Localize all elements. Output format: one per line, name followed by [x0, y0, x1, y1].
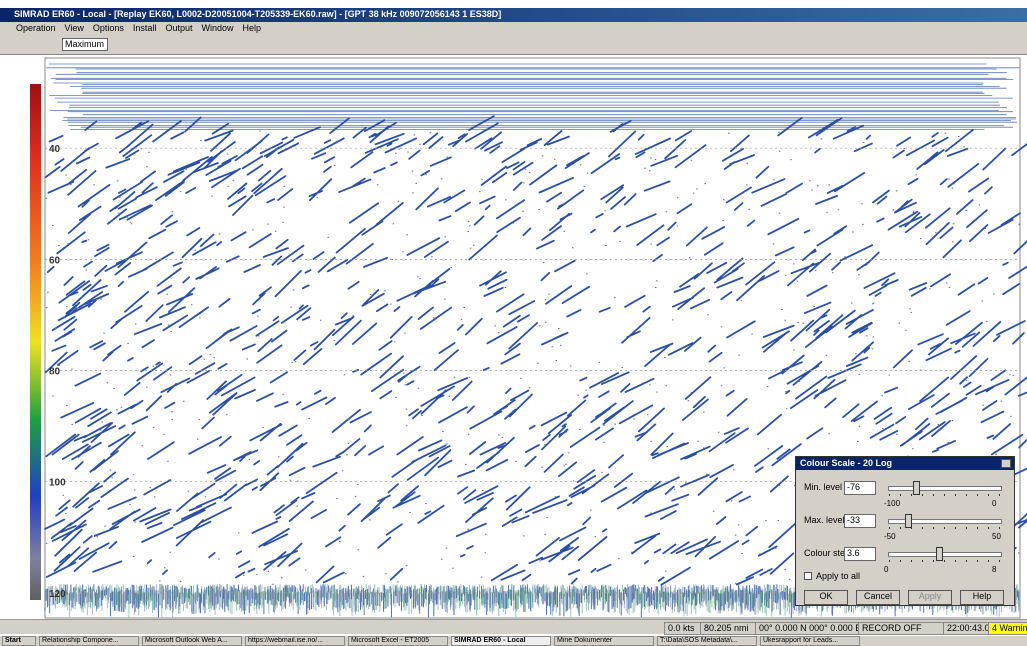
slider-tick [977, 527, 978, 529]
fish-tracks [44, 115, 1027, 586]
status-field: 00° 0.000 N 000° 0.000 E [755, 622, 864, 635]
slider-tick [922, 560, 923, 562]
dialog-button[interactable]: Cancel [856, 590, 900, 605]
checkbox-label: Apply to all [816, 571, 861, 581]
slider-tick [900, 560, 901, 562]
dialog-button[interactable]: Help [960, 590, 1004, 605]
slider-tick [966, 560, 967, 562]
taskbar-item[interactable]: SIMRAD ER60 - Local [451, 636, 551, 646]
slider-thumb[interactable] [905, 514, 913, 528]
slider-tick [999, 527, 1000, 529]
slider-track [888, 552, 1002, 557]
slider-tick [933, 494, 934, 496]
slider-tick [988, 494, 989, 496]
taskbar-item[interactable]: Microsoft Excel - ET2005 [348, 636, 448, 646]
colour-bar [30, 84, 41, 600]
dialog-title: Colour Scale - 20 Log [796, 457, 1014, 470]
slider-tick [977, 494, 978, 496]
status-field: 4 Warnings [988, 622, 1027, 635]
slider-tick [933, 560, 934, 562]
depth-label: 40 [49, 144, 61, 155]
depth-label: 100 [49, 478, 66, 489]
slider-tick [944, 494, 945, 496]
slider-tick [944, 560, 945, 562]
dialog-button[interactable]: Apply [908, 590, 952, 605]
slider-tick [977, 560, 978, 562]
slider-tick [955, 527, 956, 529]
range-min: -50 [884, 532, 896, 541]
slider-tick [933, 527, 934, 529]
mode-dropdown[interactable]: Maximum [62, 38, 108, 51]
slider-tick [922, 494, 923, 496]
slider-tick [900, 527, 901, 529]
status-bar: 0.0 kts 80.205 nmi 00° 0.000 N 000° 0.000 … [0, 619, 1027, 635]
taskbar-item[interactable]: Ukesrapport for Leads... [760, 636, 860, 646]
range-min: -100 [884, 499, 901, 508]
menu-item[interactable]: Install [132, 23, 157, 33]
menu-item[interactable]: Window [201, 23, 234, 33]
slider-tick [922, 527, 923, 529]
slider-thumb[interactable] [936, 547, 944, 561]
slider-tick [911, 494, 912, 496]
slider-tick [999, 560, 1000, 562]
slider-tick [889, 494, 890, 496]
menu-item[interactable]: Help [242, 23, 261, 33]
title-bar: SIMRAD ER60 - Local - [Replay EK60, L000… [0, 8, 1027, 22]
slider-tick [944, 527, 945, 529]
range-min: 0 [884, 565, 889, 574]
close-button[interactable] [1001, 459, 1011, 468]
menu-item[interactable]: Output [165, 23, 193, 33]
taskbar: Start Relationship Compone... Microsoft O… [0, 635, 1027, 646]
menu-item[interactable]: Options [92, 23, 124, 33]
taskbar-item[interactable]: T:\Data\SOS Metadata\... [657, 636, 757, 646]
control-label: Colour step [804, 548, 851, 558]
slider-tick [900, 494, 901, 496]
status-field: 80.205 nmi [700, 622, 761, 635]
slider-tick [911, 560, 912, 562]
depth-label: 80 [49, 367, 61, 378]
slider-tick [889, 527, 890, 529]
checkbox[interactable] [804, 572, 812, 580]
surface-band [46, 63, 1020, 130]
slider-track [888, 519, 1002, 524]
slider-tick [988, 527, 989, 529]
slider-tick [966, 527, 967, 529]
slider-track [888, 486, 1002, 491]
slider-tick [889, 560, 890, 562]
menu-bar: Operation View Options Install Output Window H… [0, 22, 1027, 35]
dialog-button[interactable]: OK [804, 590, 848, 605]
slider-tick [955, 560, 956, 562]
depth-label: 60 [49, 255, 61, 266]
spin-box[interactable]: -76 [844, 481, 876, 495]
taskbar-item[interactable]: Relationship Compone... [39, 636, 139, 646]
range-max: 8 [992, 565, 997, 574]
slider-tick [999, 494, 1000, 496]
control-label: Max. level [804, 515, 845, 525]
range-max: 50 [992, 532, 1001, 541]
control-label: Min. level [804, 482, 843, 492]
menu-item[interactable]: Operation [16, 23, 56, 33]
toolbar: Maximum [0, 35, 1027, 55]
taskbar-item[interactable]: https://webmail.ise.no/... [245, 636, 345, 646]
menu-item[interactable]: View [64, 23, 84, 33]
spin-box[interactable]: 3.6 [844, 547, 876, 561]
start-button[interactable]: Start [2, 636, 36, 646]
taskbar-item[interactable]: Mine Dokumenter [554, 636, 654, 646]
taskbar-item[interactable]: Microsoft Outlook Web A... [142, 636, 242, 646]
slider-tick [988, 560, 989, 562]
slider-thumb[interactable] [912, 481, 920, 495]
slider-tick [911, 527, 912, 529]
colour-scale-dialog: Colour Scale - 20 Log Apply to all Min. … [795, 456, 1015, 606]
slider-tick [966, 494, 967, 496]
spin-box[interactable]: -33 [844, 514, 876, 528]
slider-tick [955, 494, 956, 496]
range-max: 0 [992, 499, 997, 508]
depth-label: 120 [49, 589, 66, 600]
status-field: 22:00:43.06 [943, 622, 995, 635]
noise [45, 130, 1020, 585]
status-field: RECORD OFF [858, 622, 949, 635]
